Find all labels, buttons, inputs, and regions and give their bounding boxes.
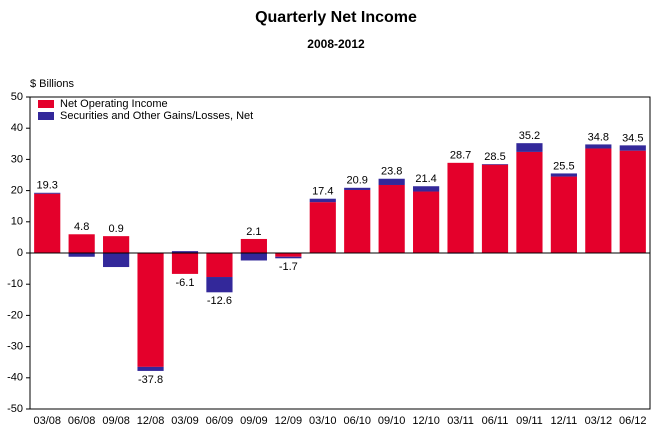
total-label: 25.5 bbox=[553, 160, 574, 172]
total-label: 28.5 bbox=[484, 151, 505, 163]
x-tick-label: 03/11 bbox=[447, 415, 474, 427]
bar-segment bbox=[309, 198, 336, 203]
x-tick-label: 12/10 bbox=[412, 415, 440, 427]
bar-segment bbox=[585, 144, 612, 149]
x-tick-label: 06/10 bbox=[343, 415, 371, 427]
total-label: 28.7 bbox=[450, 150, 471, 162]
y-tick-label: 30 bbox=[11, 153, 23, 165]
bar-segment bbox=[137, 366, 164, 371]
y-tick-label: -10 bbox=[7, 278, 23, 290]
legend-label: Net Operating Income bbox=[60, 98, 168, 110]
total-label: -37.8 bbox=[138, 374, 163, 386]
bar-segment bbox=[344, 187, 371, 190]
y-tick-label: 10 bbox=[11, 216, 23, 228]
x-tick-label: 03/12 bbox=[585, 415, 613, 427]
y-tick-label: -40 bbox=[7, 372, 23, 384]
bar-segment bbox=[378, 184, 405, 253]
bar-segment bbox=[171, 253, 199, 274]
x-tick-label: 12/11 bbox=[551, 415, 578, 427]
legend-swatch bbox=[38, 112, 54, 120]
x-tick-label: 06/08 bbox=[68, 415, 96, 427]
bar-segment bbox=[275, 253, 302, 257]
bar-segment bbox=[103, 253, 130, 268]
x-tick-label: 12/09 bbox=[275, 415, 303, 427]
legend-swatch bbox=[38, 100, 54, 108]
y-tick-label: -30 bbox=[7, 341, 23, 353]
x-tick-label: 03/08 bbox=[33, 415, 61, 427]
bar-segment bbox=[413, 186, 440, 192]
x-tick-label: 06/09 bbox=[206, 415, 234, 427]
x-tick-label: 12/08 bbox=[137, 415, 165, 427]
total-label: 2.1 bbox=[246, 226, 261, 238]
total-label: 21.4 bbox=[415, 173, 436, 185]
bar-segment bbox=[103, 236, 130, 253]
bar-segment bbox=[240, 253, 267, 261]
y-axis-label: $ Billions bbox=[30, 78, 75, 90]
plot-frame bbox=[29, 96, 651, 410]
bar-segment bbox=[344, 189, 371, 253]
total-label: 35.2 bbox=[519, 130, 540, 142]
total-label: -6.1 bbox=[176, 277, 195, 289]
bar-segment bbox=[275, 256, 302, 259]
y-tick-label: -50 bbox=[7, 403, 23, 415]
x-tick-label: 06/11 bbox=[482, 415, 509, 427]
bar-segment bbox=[68, 234, 95, 253]
bar-segment bbox=[240, 238, 267, 253]
bar-segment bbox=[34, 193, 61, 253]
bar-segment bbox=[516, 151, 543, 253]
y-tick-label: -20 bbox=[7, 309, 23, 321]
x-tick-label: 03/09 bbox=[171, 415, 199, 427]
chart-title: Quarterly Net Income bbox=[255, 9, 417, 26]
bar-segment bbox=[481, 164, 509, 253]
total-label: 20.9 bbox=[347, 175, 368, 187]
bar-segment bbox=[137, 253, 164, 367]
y-tick-label: 50 bbox=[11, 91, 23, 103]
y-tick-label: 40 bbox=[11, 122, 23, 134]
total-label: 4.8 bbox=[74, 221, 89, 233]
x-tick-label: 03/10 bbox=[309, 415, 337, 427]
total-label: 34.5 bbox=[622, 132, 643, 144]
x-tick-label: 09/11 bbox=[516, 415, 543, 427]
total-label: 17.4 bbox=[312, 186, 333, 198]
total-label: -12.6 bbox=[207, 295, 232, 307]
bar-segment bbox=[550, 173, 577, 177]
bar-segment bbox=[206, 277, 233, 293]
bar-segment bbox=[206, 253, 233, 278]
bar-segment bbox=[447, 162, 474, 253]
bar-segment bbox=[619, 150, 646, 253]
x-tick-label: 09/08 bbox=[102, 415, 130, 427]
bar-segment bbox=[619, 145, 646, 151]
bar-segment bbox=[481, 164, 509, 165]
legend-label: Securities and Other Gains/Losses, Net bbox=[60, 110, 253, 122]
y-tick-label: 0 bbox=[17, 247, 23, 259]
bar-segment bbox=[550, 176, 577, 253]
bar-segment bbox=[413, 191, 440, 253]
bar-segment bbox=[378, 178, 405, 185]
bar-segment bbox=[516, 143, 543, 152]
bar-segment bbox=[34, 192, 61, 194]
bar-segment bbox=[309, 202, 336, 253]
bar-segment bbox=[585, 148, 612, 253]
chart-subtitle: 2008-2012 bbox=[307, 37, 365, 51]
total-label: 0.9 bbox=[108, 223, 123, 235]
total-label: 19.3 bbox=[37, 180, 58, 192]
total-label: 34.8 bbox=[588, 131, 609, 143]
total-label: 23.8 bbox=[381, 166, 402, 178]
x-tick-label: 09/10 bbox=[378, 415, 406, 427]
x-tick-label: 09/09 bbox=[240, 415, 268, 427]
x-tick-label: 06/12 bbox=[619, 415, 647, 427]
y-tick-label: 20 bbox=[11, 185, 23, 197]
bar-segment bbox=[68, 253, 95, 257]
total-label: -1.7 bbox=[279, 261, 298, 273]
bar-segment bbox=[171, 251, 199, 253]
